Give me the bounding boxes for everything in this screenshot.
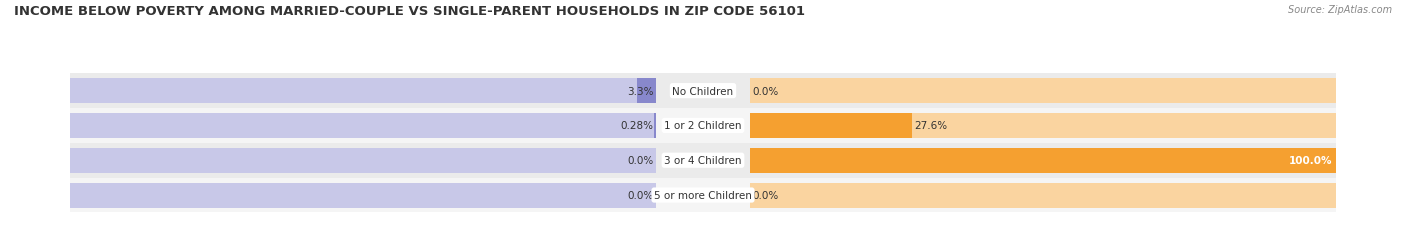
Bar [70, 183, 657, 208]
Text: INCOME BELOW POVERTY AMONG MARRIED-COUPLE VS SINGLE-PARENT HOUSEHOLDS IN ZIP COD: INCOME BELOW POVERTY AMONG MARRIED-COUPL… [14, 5, 806, 18]
Text: No Children: No Children [672, 86, 734, 96]
Text: 0.0%: 0.0% [752, 86, 779, 96]
Text: 1 or 2 Children: 1 or 2 Children [664, 121, 742, 131]
Text: 3 or 4 Children: 3 or 4 Children [664, 155, 742, 166]
Text: 0.0%: 0.0% [627, 155, 654, 166]
Bar [70, 79, 657, 104]
Bar [70, 178, 1336, 213]
Bar [70, 113, 657, 138]
Bar [749, 148, 1336, 173]
Text: 3.3%: 3.3% [627, 86, 654, 96]
Bar [749, 148, 1336, 173]
Text: 27.6%: 27.6% [914, 121, 948, 131]
Bar [70, 148, 657, 173]
Bar [749, 183, 1336, 208]
Bar [70, 109, 1336, 143]
Bar [749, 79, 1336, 104]
Text: 0.0%: 0.0% [752, 190, 779, 200]
Bar [637, 79, 657, 104]
Text: 5 or more Children: 5 or more Children [654, 190, 752, 200]
Bar [70, 74, 1336, 109]
Text: Source: ZipAtlas.com: Source: ZipAtlas.com [1288, 5, 1392, 15]
Text: 0.28%: 0.28% [620, 121, 654, 131]
Bar [655, 113, 657, 138]
Text: 100.0%: 100.0% [1289, 155, 1333, 166]
Text: 0.0%: 0.0% [627, 190, 654, 200]
Bar [70, 143, 1336, 178]
Bar [749, 113, 1336, 138]
Bar [749, 113, 911, 138]
